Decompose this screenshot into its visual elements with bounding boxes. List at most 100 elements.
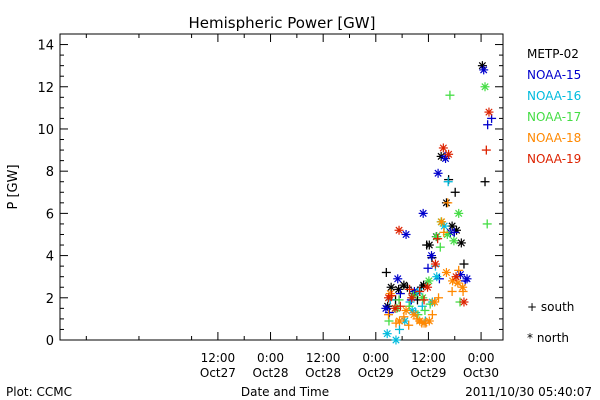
point-south-noaa-19 xyxy=(433,234,443,244)
legend-entry-noaa-16: NOAA-16 xyxy=(527,89,581,103)
legend-north: * north xyxy=(527,331,569,345)
x-tick-label-date: Oct29 xyxy=(410,366,446,380)
y-tick-label: 6 xyxy=(46,207,54,222)
x-axis-label: Date and Time xyxy=(241,385,329,399)
point-north-noaa-17 xyxy=(424,276,434,286)
point-south-noaa-19 xyxy=(419,295,429,305)
point-north-metp-02 xyxy=(477,61,487,71)
point-north-noaa-17 xyxy=(432,232,442,242)
point-south-noaa-18 xyxy=(434,293,444,303)
x-tick-label-time: 0:00 xyxy=(257,351,284,365)
point-north-noaa-16 xyxy=(391,335,401,345)
x-tick-label-date: Oct27 xyxy=(200,366,236,380)
point-north-metp-02 xyxy=(394,284,404,294)
point-north-noaa-15 xyxy=(479,65,489,75)
point-north-noaa-19 xyxy=(444,149,454,159)
point-north-noaa-16 xyxy=(432,272,442,282)
point-north-noaa-15 xyxy=(427,251,437,261)
point-north-noaa-19 xyxy=(390,303,400,313)
point-north-noaa-18 xyxy=(430,297,440,307)
point-south-noaa-18 xyxy=(427,310,437,320)
point-north-metp-02 xyxy=(399,280,409,290)
x-tick-label-date: Oct30 xyxy=(463,366,499,380)
y-axis: 0 2 4 6 8 10 12 14 xyxy=(37,33,503,349)
point-north-noaa-18 xyxy=(401,305,411,315)
plot-frame xyxy=(59,33,504,341)
point-south-noaa-18 xyxy=(404,320,414,330)
point-south-noaa-15 xyxy=(395,289,405,299)
point-south-metp-02 xyxy=(480,177,490,187)
point-north-noaa-19 xyxy=(484,107,494,117)
point-south-noaa-17 xyxy=(394,295,404,305)
point-south-noaa-16 xyxy=(394,324,404,334)
point-north-noaa-18 xyxy=(394,316,404,326)
y-tick-label: 14 xyxy=(37,39,54,54)
point-south-metp-02 xyxy=(450,187,460,197)
legend-entry-noaa-18: NOAA-18 xyxy=(527,131,581,145)
point-north-noaa-19 xyxy=(459,297,469,307)
point-north-noaa-16 xyxy=(382,329,392,339)
point-north-metp-02 xyxy=(456,238,466,248)
footer-right: 2011/10/30 05:40:07 xyxy=(465,385,592,399)
point-south-metp-02 xyxy=(459,259,469,269)
x-tick-label-time: 12:00 xyxy=(201,351,236,365)
point-north-noaa-19 xyxy=(451,272,461,282)
point-north-noaa-19 xyxy=(407,293,417,303)
point-south-noaa-18 xyxy=(439,227,449,237)
point-north-noaa-19 xyxy=(430,259,440,269)
x-tick-label-date: Oct29 xyxy=(358,366,394,380)
point-south-noaa-16 xyxy=(443,177,453,187)
y-tick-label: 10 xyxy=(37,123,54,138)
point-north-metp-02 xyxy=(386,282,396,292)
point-north-noaa-18 xyxy=(458,282,468,292)
point-south-noaa-17 xyxy=(482,219,492,229)
point-north-noaa-15 xyxy=(401,229,411,239)
point-north-noaa-15 xyxy=(433,168,443,178)
point-north-metp-02 xyxy=(424,240,434,250)
point-north-noaa-17 xyxy=(449,236,459,246)
x-axis: 12:00Oct270:00Oct2812:00Oct280:00Oct2912… xyxy=(85,34,499,380)
point-north-noaa-18 xyxy=(409,310,419,320)
footer-left: Plot: CCMC xyxy=(6,385,72,399)
point-north-noaa-17 xyxy=(454,208,464,218)
x-tick-label-time: 0:00 xyxy=(468,351,495,365)
point-south-noaa-18 xyxy=(447,286,457,296)
x-tick-label-time: 12:00 xyxy=(306,351,341,365)
y-tick-label: 2 xyxy=(46,292,54,307)
point-north-noaa-19 xyxy=(394,225,404,235)
point-south-noaa-18 xyxy=(384,310,394,320)
legend: METP-02 NOAA-15 NOAA-16 NOAA-17 NOAA-18 NOAA-… xyxy=(527,47,581,166)
point-south-noaa-19 xyxy=(405,284,415,294)
point-north-noaa-18 xyxy=(424,316,434,326)
point-south-noaa-17 xyxy=(420,305,430,315)
point-south-noaa-18 xyxy=(399,312,409,322)
point-south-noaa-15 xyxy=(423,263,433,273)
x-tick-label-time: 0:00 xyxy=(362,351,389,365)
legend-entry-noaa-17: NOAA-17 xyxy=(527,110,581,124)
y-tick-label: 4 xyxy=(46,250,54,265)
data-points xyxy=(381,61,497,345)
legend-south: + south xyxy=(527,300,574,314)
point-north-metp-02 xyxy=(452,225,462,235)
point-north-noaa-17 xyxy=(480,82,490,92)
x-tick-label-date: Oct28 xyxy=(253,366,289,380)
point-north-noaa-15 xyxy=(418,208,428,218)
legend-entry-metp-02: METP-02 xyxy=(527,47,579,61)
y-axis-label: P [GW] xyxy=(6,164,21,209)
point-north-noaa-19 xyxy=(423,282,433,292)
point-south-noaa-17 xyxy=(445,90,455,100)
legend-entry-noaa-19: NOAA-19 xyxy=(527,152,581,166)
point-south-metp-02 xyxy=(381,267,391,277)
x-tick-label-date: Oct28 xyxy=(305,366,341,380)
y-tick-label: 0 xyxy=(46,334,54,349)
point-south-noaa-17 xyxy=(435,242,445,252)
point-south-noaa-15 xyxy=(483,120,493,130)
point-south-noaa-18 xyxy=(443,198,453,208)
x-tick-label-time: 12:00 xyxy=(411,351,446,365)
point-north-noaa-18 xyxy=(437,217,447,227)
point-north-noaa-18 xyxy=(453,278,463,288)
point-north-noaa-15 xyxy=(393,274,403,284)
point-south-noaa-19 xyxy=(415,286,425,296)
point-north-noaa-19 xyxy=(384,293,394,303)
